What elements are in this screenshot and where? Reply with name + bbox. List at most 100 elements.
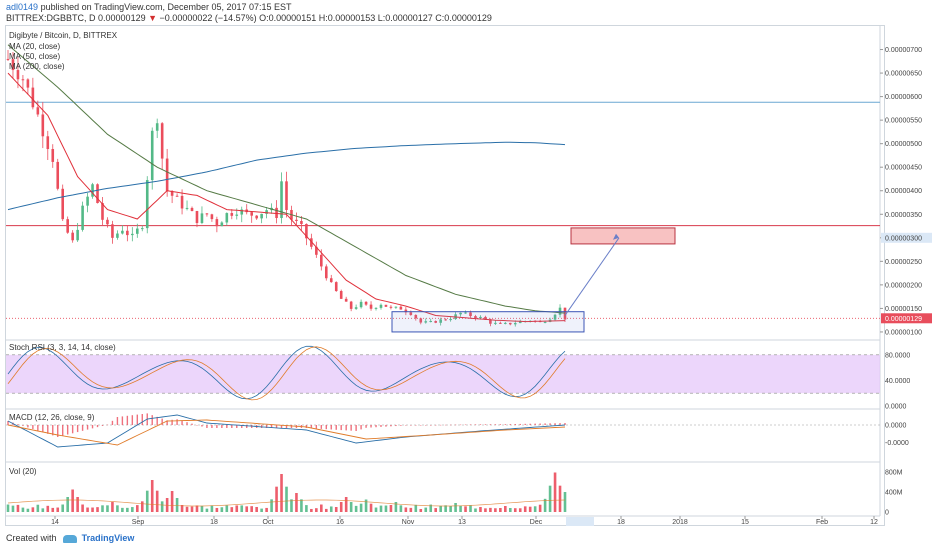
volume-bar — [225, 505, 229, 512]
macd-hist-bar — [564, 423, 566, 425]
volume-bar — [136, 505, 139, 512]
macd-hist-bar — [126, 415, 129, 425]
candle-body — [310, 238, 313, 247]
candle-body — [66, 219, 69, 233]
volume-bar — [51, 507, 55, 512]
macd-hist-bar — [415, 425, 417, 426]
candle-body — [285, 181, 288, 210]
candle-body — [235, 214, 239, 216]
legend-ma200[interactable]: MA (200, close) — [9, 62, 65, 71]
y-tick-label: 0.00000100 — [885, 329, 922, 336]
candle-body — [414, 314, 418, 319]
volume-bar — [558, 485, 562, 512]
macd-hist-bar — [136, 414, 139, 425]
candle-body — [86, 196, 89, 206]
legend-stoch-rsi[interactable]: Stoch RSI (3, 3, 14, 14, close) — [9, 343, 116, 352]
legend-volume[interactable]: Vol (20) — [9, 467, 37, 476]
macd-hist-bar — [66, 425, 69, 435]
arrowhead-icon — [613, 233, 619, 240]
macd-hist-bar — [47, 425, 49, 434]
candle-body — [404, 309, 408, 313]
volume-bar — [205, 508, 209, 512]
candle-body — [170, 191, 174, 196]
x-tick-label: 18 — [210, 519, 218, 526]
volume-bar — [508, 508, 512, 512]
macd-hist-bar — [430, 425, 432, 426]
volume-bar — [424, 507, 428, 512]
macd-hist-bar — [290, 425, 293, 428]
candle-body — [364, 301, 368, 305]
candle-body — [56, 161, 60, 189]
macd-hist-bar — [37, 425, 39, 431]
y-tick-label: 0.00000550 — [885, 118, 922, 125]
macd-hist-bar — [196, 425, 198, 426]
macd-hist-bar — [181, 420, 183, 425]
candle-body — [553, 314, 557, 320]
legend-macd[interactable]: MACD (12, 26, close, 9) — [9, 413, 95, 422]
tradingview-logo-icon — [63, 534, 78, 543]
macd-hist-bar — [395, 425, 397, 427]
volume-bar — [285, 486, 288, 512]
macd-hist-bar — [17, 424, 19, 425]
candle-body — [518, 321, 522, 324]
stoch-tick-label: 80.0000 — [885, 352, 910, 359]
macd-hist-bar — [176, 419, 178, 425]
candle-body — [195, 211, 199, 223]
candle-body — [136, 228, 139, 234]
candle-body — [91, 184, 94, 197]
volume-bar — [469, 505, 472, 512]
volume-bar — [364, 499, 368, 512]
author-link[interactable]: adl0149 — [6, 2, 39, 12]
price-change: −0.00000022 (−14.57%) — [159, 13, 257, 23]
x-tick-label: Oct — [263, 519, 274, 526]
macd-hist-bar — [241, 425, 243, 428]
legend-ma50[interactable]: MA (50, close) — [9, 52, 61, 61]
volume-bar — [409, 507, 413, 512]
candle-body — [449, 319, 452, 321]
macd-hist-bar — [504, 424, 507, 425]
volume-bar — [86, 507, 89, 512]
volume-bar — [245, 506, 249, 512]
volume-tick-label: 800M — [885, 470, 903, 477]
macd-hist-bar — [449, 424, 452, 426]
macd-hist-bar — [280, 425, 283, 428]
volume-bar — [320, 504, 323, 512]
candle-body — [504, 322, 507, 324]
macd-hist-bar — [469, 424, 472, 425]
volume-bar — [126, 507, 129, 512]
macd-hist-bar — [32, 425, 34, 429]
macd-hist-bar — [335, 425, 337, 430]
macd-hist-bar — [355, 425, 357, 431]
volume-bar — [190, 506, 194, 512]
y-tick-label: 0.00000200 — [885, 282, 922, 289]
volume-bar — [419, 508, 423, 512]
macd-hist-bar — [106, 424, 109, 426]
candle-body — [200, 213, 204, 223]
x-tick-label: 2018 — [672, 519, 688, 526]
candle-body — [220, 222, 224, 227]
volume-bar — [210, 505, 214, 512]
candle-body — [329, 278, 333, 283]
chart-title: Digibyte / Bitcoin, D, BITTREX — [9, 31, 118, 40]
candle-body — [349, 301, 353, 309]
y-tick-label: 0.00000250 — [885, 259, 922, 266]
macd-hist-bar — [186, 422, 188, 425]
stoch-d-line — [7, 346, 566, 401]
macd-hist-bar — [499, 424, 502, 425]
candle-body — [394, 306, 398, 308]
macd-hist-bar — [459, 424, 462, 426]
candle-body — [230, 213, 234, 216]
stoch-k-line — [7, 345, 566, 400]
legend-ma20[interactable]: MA (20, close) — [9, 42, 61, 51]
candle-body — [399, 306, 403, 310]
last-price: 0.00000129 — [98, 13, 146, 23]
candle-body — [513, 323, 517, 325]
volume-bar — [324, 508, 328, 512]
volume-bar — [36, 504, 40, 512]
tradingview-brand[interactable]: TradingView — [81, 533, 135, 543]
candle-body — [339, 291, 343, 299]
volume-bar — [240, 505, 244, 512]
candle-body — [41, 114, 45, 137]
macd-hist-bar — [231, 425, 233, 428]
